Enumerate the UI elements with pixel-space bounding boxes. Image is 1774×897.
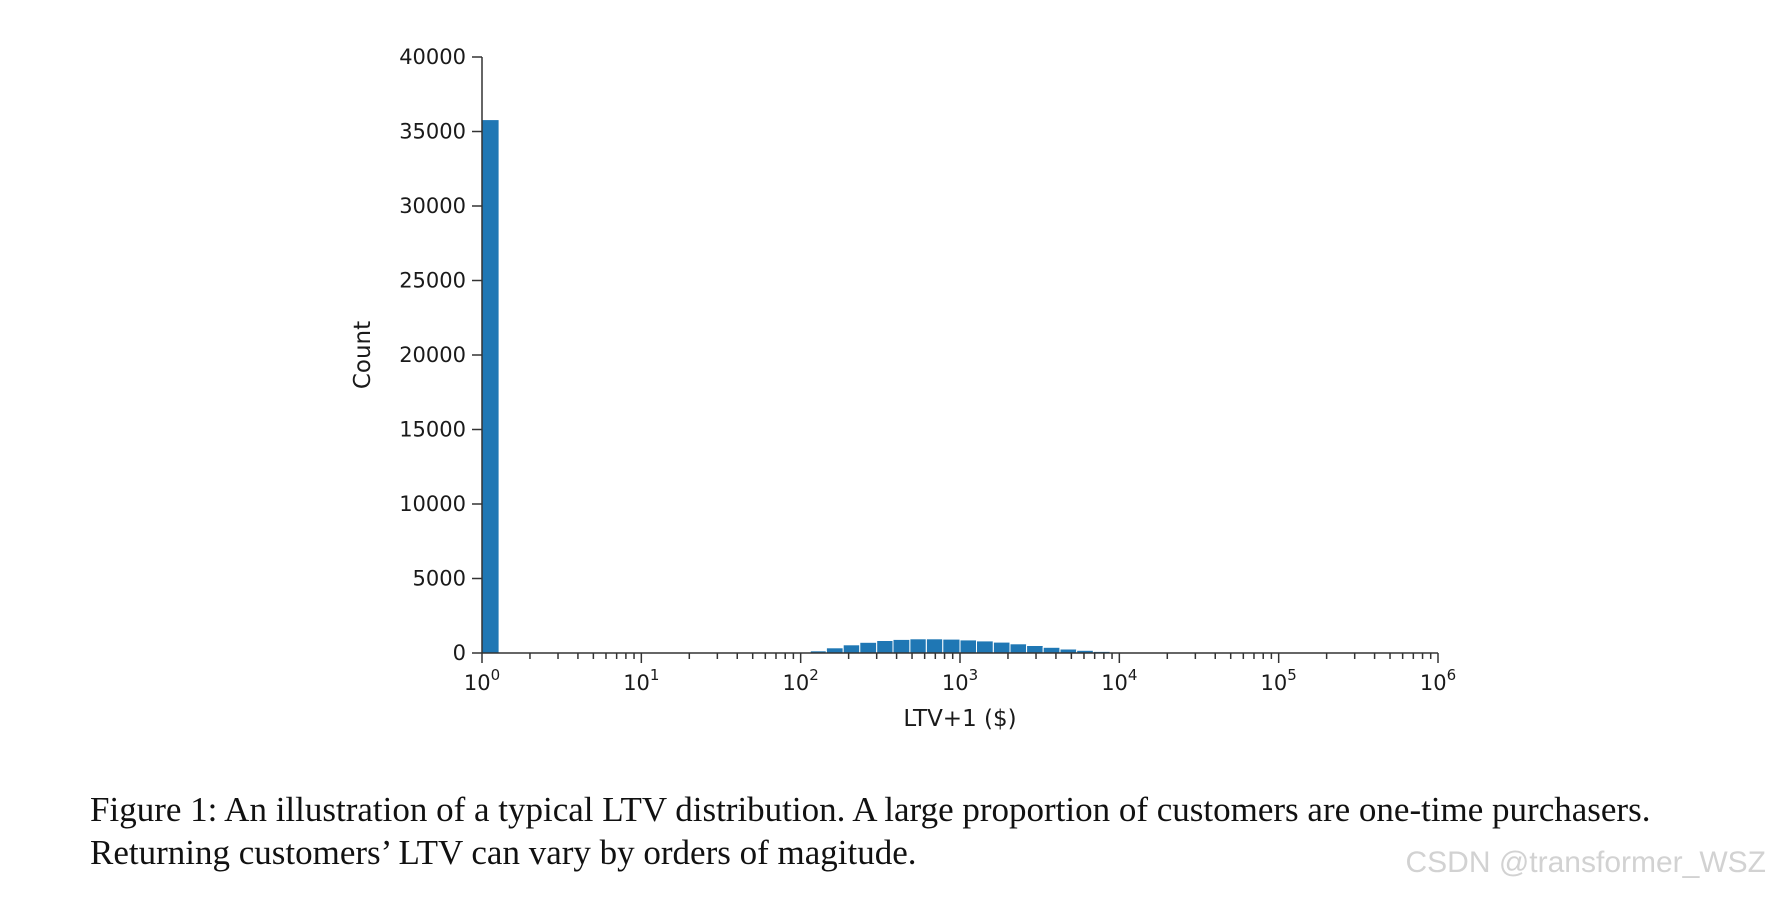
figure-caption: Figure 1: An illustration of a typical L… xyxy=(90,790,1651,872)
y-axis-ticks: 0 5000 10000 15000 20000 25000 30000 35000 40000 xyxy=(399,45,482,665)
y-tick-label: 10000 xyxy=(399,492,466,516)
histogram-bar-2 xyxy=(825,647,844,654)
x-axis-label: LTV+1 ($) xyxy=(903,706,1016,732)
x-tick-label: 105 xyxy=(1261,666,1297,695)
x-axis-ticks: 100 101 102 103 104 105 106 xyxy=(464,653,1456,695)
histogram-bar-7 xyxy=(909,638,927,654)
histogram-bar-9 xyxy=(942,638,961,654)
y-axis-label: Count xyxy=(350,321,376,389)
watermark: CSDN @transformer_WSZ xyxy=(1405,846,1767,879)
histogram-bar-12 xyxy=(992,641,1011,654)
y-tick-label: 15000 xyxy=(399,418,466,442)
histogram-bar-14 xyxy=(1026,645,1044,654)
histogram-bars xyxy=(481,119,1161,654)
y-tick-label: 35000 xyxy=(399,120,466,144)
histogram-bar-6 xyxy=(892,638,911,654)
histogram-bar-3 xyxy=(842,644,861,654)
x-tick-label: 106 xyxy=(1420,666,1456,695)
x-tick-label: 104 xyxy=(1101,666,1137,695)
histogram-bar-10 xyxy=(959,639,977,654)
y-tick-label: 30000 xyxy=(399,194,466,218)
y-tick-label: 40000 xyxy=(399,45,466,69)
histogram-bar-13 xyxy=(1009,643,1028,654)
x-tick-label: 103 xyxy=(942,666,978,695)
x-tick-label: 102 xyxy=(783,666,819,695)
y-tick-label: 20000 xyxy=(399,343,466,367)
y-tick-label: 25000 xyxy=(399,269,466,293)
histogram-bar-11 xyxy=(976,640,994,654)
histogram-bar-0 xyxy=(481,119,500,654)
y-tick-label: 0 xyxy=(453,641,466,665)
histogram-bar-8 xyxy=(925,638,944,654)
histogram-bar-5 xyxy=(876,640,894,654)
x-tick-label: 100 xyxy=(464,666,500,695)
histogram-bar-4 xyxy=(859,641,878,654)
y-tick-label: 5000 xyxy=(413,567,466,591)
ltv-histogram-chart: 0 5000 10000 15000 20000 25000 30000 35000 40000… xyxy=(350,45,1456,732)
x-tick-label: 101 xyxy=(623,666,659,695)
histogram-bar-15 xyxy=(1042,646,1061,654)
